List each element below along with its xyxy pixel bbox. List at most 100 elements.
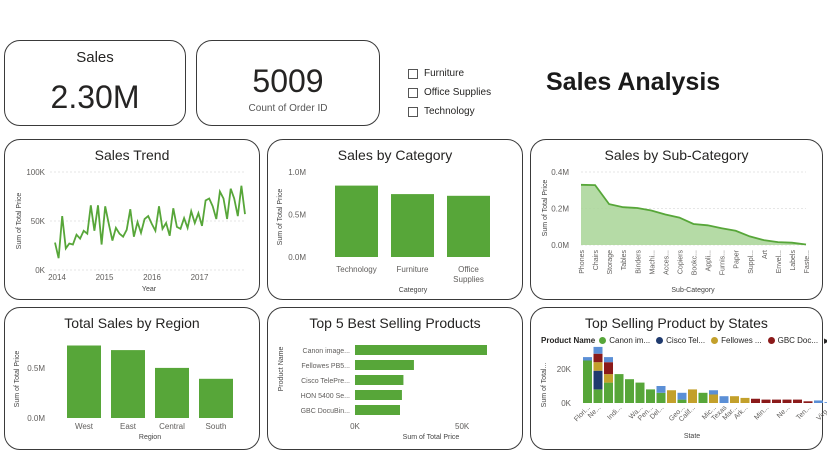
x-tick-label: Ne... (587, 404, 602, 419)
state-bar-segment (772, 399, 781, 403)
states-legend: Product Name Canon im... Cisco Tel... Fe… (541, 336, 827, 345)
legend-item[interactable]: Canon im... (599, 336, 650, 345)
y-tick-label: 0.0M (27, 414, 45, 423)
state-bar-segment (656, 392, 666, 403)
kpi-orders-label: Count of Order ID (248, 103, 328, 114)
state-bar-segment (583, 360, 592, 403)
product-bar (355, 345, 487, 355)
sales-by-region-chart[interactable]: 0.0M 0.5M West East Central South Region Sum of… (5, 308, 261, 451)
category-bar (391, 194, 434, 257)
y-tick-label: 1.0M (288, 168, 306, 177)
x-tick-label: Supplies (453, 275, 484, 284)
x-axis-title: Sum of Total Price (403, 434, 460, 441)
x-tick-label: West (75, 422, 94, 431)
state-bar-segment (793, 399, 802, 403)
y-tick-label: 0K (35, 266, 45, 275)
category-bar (447, 195, 490, 257)
y-tick-label: Fellowes PB5... (301, 363, 350, 370)
sales-by-region-card[interactable]: Total Sales by Region 0.0M 0.5M West East Ce… (4, 307, 260, 450)
y-tick-label: HON 5400 Se... (301, 393, 350, 400)
legend-label: Fellowes ... (721, 336, 762, 345)
state-bar-segment (719, 396, 729, 403)
slicer-item-furniture[interactable]: Furniture (408, 64, 528, 83)
y-axis-title: Sum of Total... (541, 363, 548, 408)
legend-item[interactable]: Fellowes ... (711, 336, 762, 345)
y-tick-label: 50K (31, 217, 46, 226)
legend-item[interactable]: Cisco Tel... (656, 336, 705, 345)
state-bar-segment (677, 399, 687, 403)
y-tick-label: 20K (557, 365, 572, 374)
y-tick-label: 0.4M (551, 168, 569, 177)
sales-by-subcategory-card[interactable]: Sales by Sub-Category 0.0M 0.2M 0.4M Phones… (530, 139, 823, 300)
sales-trend-card[interactable]: Sales Trend 0K 50K 100K 2014 2015 2016 2017 Yea… (4, 139, 260, 300)
checkbox-furniture[interactable] (408, 68, 418, 79)
product-bar (355, 405, 400, 415)
kpi-sales-card: Sales 2.30M (4, 40, 186, 126)
product-bar (355, 390, 402, 400)
region-bar (199, 378, 233, 418)
state-bar-segment (604, 382, 613, 403)
x-axis-title: State (684, 433, 700, 440)
x-tick-label: Tables (621, 250, 628, 271)
sales-by-subcategory-chart[interactable]: 0.0M 0.2M 0.4M Phones Chairs Storage Tables Bin… (531, 140, 824, 301)
checkbox-technology[interactable] (408, 106, 418, 117)
x-tick-label: South (206, 422, 227, 431)
top5-products-chart[interactable]: Canon image... Fellowes PB5... Cisco TeleP… (268, 308, 524, 451)
x-tick-label: Indi... (606, 404, 623, 421)
state-bar-segment (625, 379, 634, 403)
y-tick-label: 0.5M (288, 211, 306, 220)
legend-label: Cisco Tel... (666, 336, 706, 345)
x-tick-label: 50K (455, 422, 470, 431)
sales-trend-chart[interactable]: 0K 50K 100K 2014 2015 2016 2017 Year Sum of Tota… (5, 140, 261, 301)
state-bar-segment (824, 402, 827, 403)
kpi-orders-card: 5009 Count of Order ID (196, 40, 380, 126)
state-bar-segment (604, 357, 613, 363)
state-bar-segment (656, 386, 666, 393)
legend-label: GBC Doc... (777, 336, 819, 345)
y-axis-title: Sum of Total Price (14, 351, 21, 408)
x-tick-label: Ne... (776, 404, 791, 419)
x-axis-title: Region (139, 434, 161, 441)
state-bar-segment (614, 374, 624, 403)
checkbox-office-supplies[interactable] (408, 87, 418, 98)
legend-item[interactable]: GBC Doc... (767, 336, 819, 345)
legend-dot-2 (711, 337, 719, 344)
y-tick-label: GBC DocuBin... (301, 408, 350, 415)
top5-products-title: Top 5 Best Selling Products (309, 315, 481, 331)
y-tick-label: Canon image... (303, 348, 351, 355)
x-tick-label: Ten... (795, 404, 812, 421)
top-by-states-card[interactable]: Top Selling Product by States Product Na… (530, 307, 827, 451)
x-tick-label: Suppl... (748, 250, 755, 274)
state-bar-segment (709, 394, 718, 403)
y-tick-label: 0K (561, 399, 571, 408)
sales-by-category-chart[interactable]: 0.0M 0.5M 1.0M Technology Furniture OfficeSup… (268, 140, 524, 301)
y-tick-label: 0.0M (551, 241, 569, 250)
slicer-item-office-supplies[interactable]: Office Supplies (408, 83, 528, 102)
state-bar-segment (646, 389, 655, 403)
x-tick-label: Bookc... (692, 250, 699, 275)
report-title: Sales Analysis (546, 68, 721, 96)
x-tick-label: 2014 (48, 273, 66, 282)
y-tick-label: 100K (26, 168, 45, 177)
state-bar-segment (730, 396, 739, 403)
slicer-item-technology[interactable]: Technology (408, 102, 528, 121)
region-bar (111, 350, 145, 418)
region-bar (155, 367, 189, 418)
legend-next-icon[interactable]: ▶ (824, 337, 827, 345)
slicer-item-label: Technology (424, 106, 475, 117)
kpi-sales-label: Sales (76, 49, 114, 66)
x-tick-label: 2015 (96, 273, 114, 282)
legend-dot-1 (656, 337, 664, 344)
y-tick-label: 0.5M (27, 364, 45, 373)
state-bar-segment (593, 346, 603, 354)
x-tick-label: Art (762, 250, 769, 259)
top5-products-card[interactable]: Top 5 Best Selling Products Canon image.… (267, 307, 523, 450)
x-tick-label: Virg... (816, 404, 827, 422)
x-tick-label: Labels (790, 250, 797, 271)
x-tick-label: 0K (350, 422, 360, 431)
product-bar (355, 375, 404, 385)
state-bar-segment (593, 370, 603, 390)
sales-by-category-card[interactable]: Sales by Category 0.0M 0.5M 1.0M Technology… (267, 139, 523, 300)
top-by-states-title: Top Selling Product by States (585, 315, 768, 331)
